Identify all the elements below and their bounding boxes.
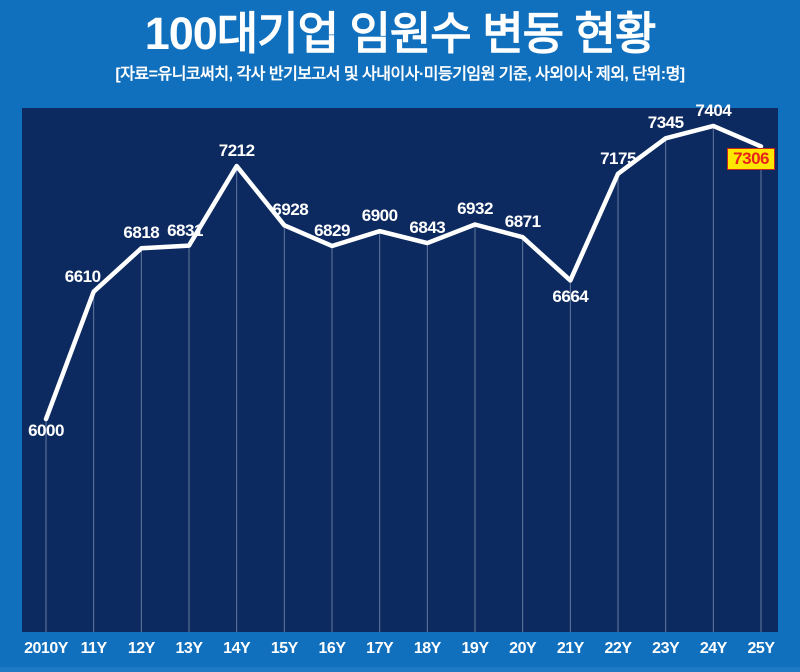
x-axis-label: 13Y: [175, 640, 203, 657]
x-axis-label: 2010Y: [24, 640, 68, 657]
chart-header: 100대기업 임원수 변동 현황 [자료=유니코써치, 각사 반기보고서 및 사…: [0, 0, 800, 86]
line-chart-svg: [43, 123, 764, 632]
x-axis-label: 23Y: [652, 640, 680, 657]
value-label: 6871: [504, 212, 541, 232]
chart-title: 100대기업 임원수 변동 현황: [144, 8, 657, 59]
value-label: 6829: [314, 220, 350, 240]
x-axis-label: 21Y: [556, 640, 584, 657]
value-label-highlight: 7306: [727, 148, 775, 171]
x-axis-label: 18Y: [413, 640, 441, 657]
x-axis-label: 25Y: [747, 640, 775, 657]
x-axis-label: 24Y: [699, 640, 727, 657]
value-label: 6664: [552, 287, 589, 307]
x-axis-label: 17Y: [366, 640, 394, 657]
x-axis-label: 20Y: [509, 640, 537, 657]
value-label: 6610: [64, 266, 101, 286]
chart-subtitle: [자료=유니코써치, 각사 반기보고서 및 사내이사·미등기임원 기준, 사외이…: [115, 66, 685, 83]
x-axis-label: 19Y: [461, 640, 489, 657]
bottom-edge-strip: [0, 667, 800, 672]
value-label: 7345: [647, 113, 684, 133]
plot-area: 6000 6610 6818 6831 7212 6928 6829 6900 6843 6932…: [22, 102, 778, 632]
value-label: 6831: [167, 220, 203, 240]
value-label: 6843: [409, 218, 446, 238]
value-label: 6900: [361, 206, 398, 226]
x-axis-label: 11Y: [80, 640, 108, 657]
x-axis-label: 16Y: [318, 640, 346, 657]
value-label: 6818: [123, 223, 160, 243]
x-axis-label: 14Y: [223, 640, 251, 657]
value-label: 7404: [695, 100, 732, 120]
x-axis-label: 12Y: [127, 640, 155, 657]
value-label: 6928: [272, 200, 309, 220]
value-label: 7175: [600, 148, 636, 168]
x-axis-label: 15Y: [270, 640, 298, 657]
value-label: 7212: [218, 141, 255, 161]
value-label: 6000: [28, 421, 64, 441]
x-axis-label: 22Y: [604, 640, 632, 657]
trend-line: [43, 123, 764, 422]
value-label: 6932: [457, 199, 493, 219]
